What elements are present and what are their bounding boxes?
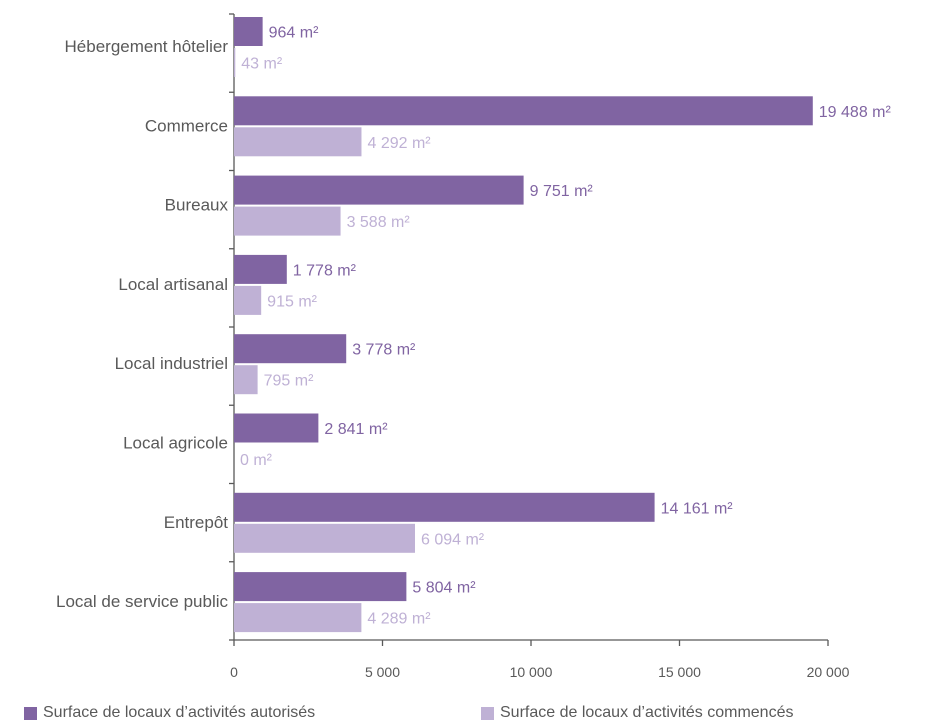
x-tick-label: 20 000 (807, 664, 850, 680)
bar-series-1 (234, 206, 341, 236)
bar-series-0 (234, 334, 347, 364)
legend-swatch-autorises (24, 706, 37, 720)
bar-series-0 (234, 413, 319, 443)
data-label: 5 804 m² (412, 580, 476, 597)
x-tick-label: 0 (230, 664, 238, 680)
data-label: 3 778 m² (352, 342, 416, 359)
x-tick-label: 15 000 (658, 664, 701, 680)
bar-series-1 (234, 127, 362, 157)
data-label: 3 588 m² (347, 214, 411, 231)
data-label: 964 m² (269, 25, 319, 42)
category-label: Local agricole (123, 434, 228, 453)
category-label: Local artisanal (118, 275, 228, 294)
legend-label-autorises: Surface de locaux d’activités autorisés (43, 704, 316, 721)
category-label: Local industriel (115, 354, 228, 373)
data-label: 9 751 m² (530, 183, 594, 200)
category-label: Commerce (145, 116, 228, 135)
legend-item-commences: Surface de locaux d’activités commencés (481, 704, 793, 722)
bar-series-0 (234, 492, 655, 522)
category-label: Local de service public (56, 592, 228, 611)
x-tick-label: 10 000 (510, 664, 553, 680)
data-label: 19 488 m² (819, 104, 892, 121)
x-tick-label: 5 000 (365, 664, 400, 680)
bar-series-0 (234, 572, 407, 602)
legend-label-commences: Surface de locaux d’activités commencés (500, 704, 794, 721)
data-label: 6 094 m² (421, 531, 485, 548)
data-label: 0 m² (240, 452, 273, 469)
legend-swatch-commences (481, 706, 494, 720)
category-label: Hébergement hôtelier (65, 37, 229, 56)
category-label: Entrepôt (164, 513, 229, 532)
data-label: 1 778 m² (293, 262, 357, 279)
bar-series-1 (234, 365, 258, 395)
bar-chart: 0 5 000 10 000 15 000 20 000 Hébergement hôte… (56, 13, 892, 680)
chart-legend: Surface de locaux d’activités autorisés … (0, 700, 926, 728)
data-label: 43 m² (241, 56, 283, 73)
bar-series-1 (234, 523, 415, 553)
data-label: 795 m² (264, 373, 314, 390)
legend-item-autorises: Surface de locaux d’activités autorisés (24, 704, 315, 722)
data-label: 14 161 m² (661, 500, 734, 517)
data-label: 4 292 m² (367, 135, 431, 152)
bar-series-1 (234, 48, 236, 77)
bar-series-1 (234, 603, 362, 633)
data-label: 915 m² (267, 293, 317, 310)
data-label: 2 841 m² (324, 421, 388, 438)
bar-series-0 (234, 17, 263, 46)
data-label: 4 289 m² (367, 611, 431, 628)
bar-series-0 (234, 96, 813, 126)
category-label: Bureaux (165, 196, 229, 215)
bar-series-0 (234, 175, 524, 205)
bar-series-1 (234, 285, 262, 315)
bar-series-0 (234, 254, 287, 284)
